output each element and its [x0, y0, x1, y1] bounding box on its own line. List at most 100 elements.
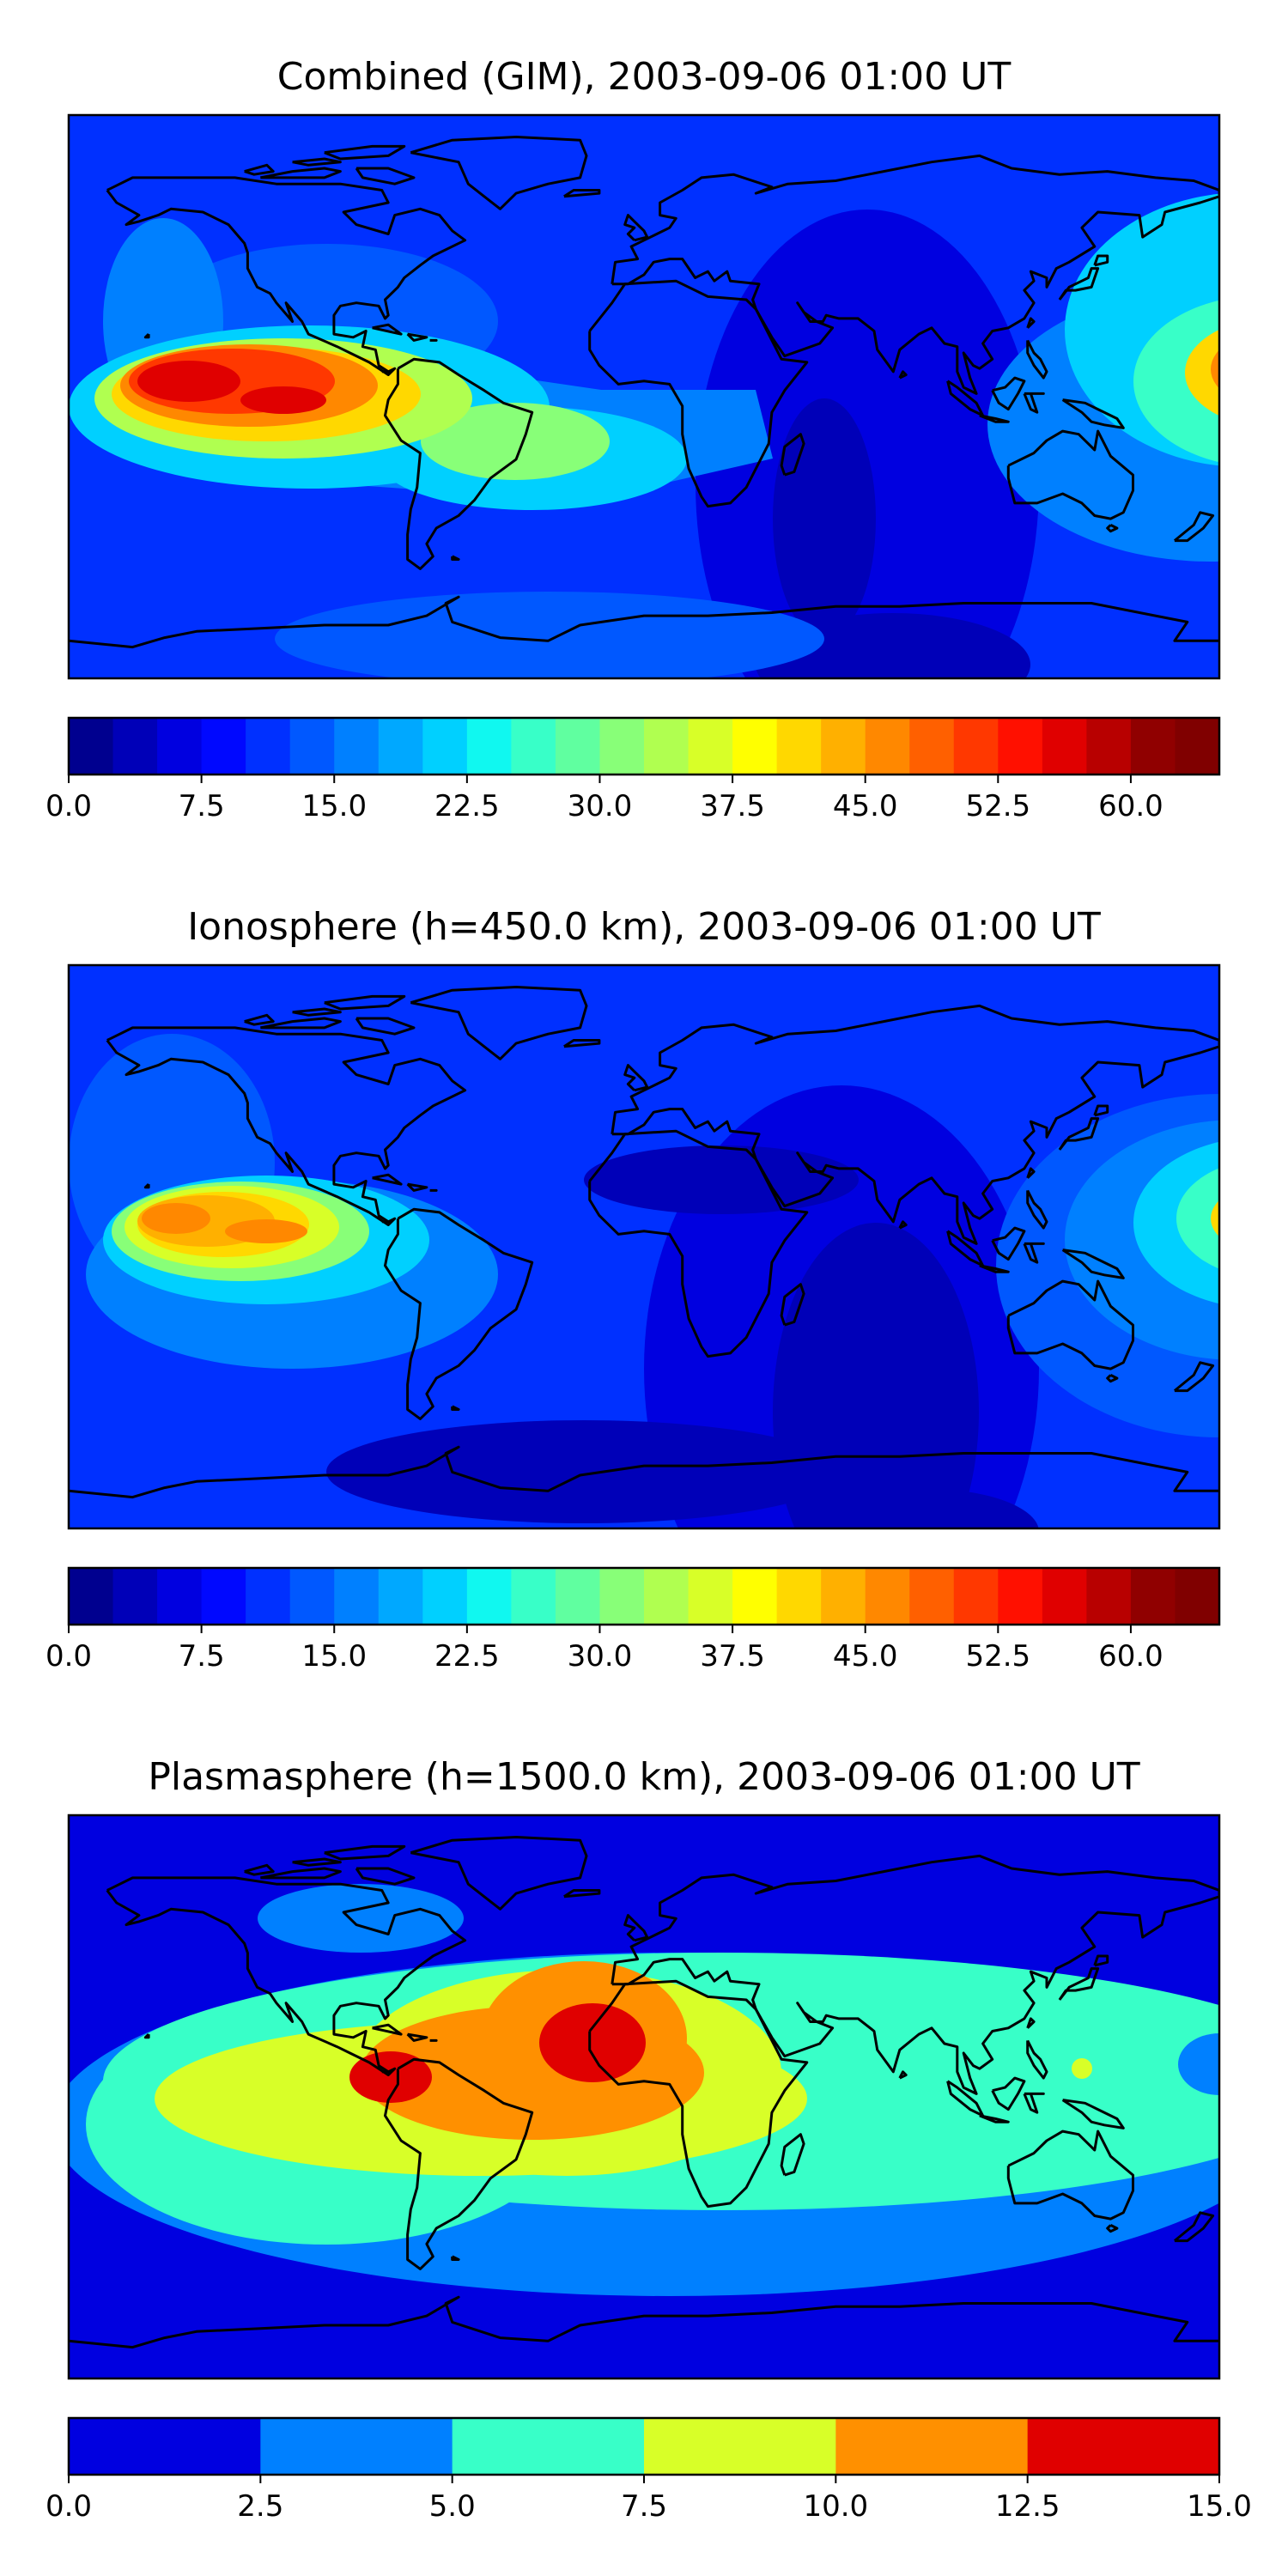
colorbar-segment [555, 1568, 601, 1625]
contour-region [539, 2003, 646, 2082]
coastline [1106, 2224, 1119, 2233]
colorbar-segment [865, 718, 910, 775]
coastline [563, 1039, 601, 1048]
colorbar-tick-label: 22.5 [434, 1639, 500, 1674]
contour-region [1185, 329, 1219, 416]
colorbar-segment [201, 1568, 246, 1625]
coastline [780, 433, 805, 477]
coastline [991, 2076, 1026, 2111]
panel-ionosphere: Ionosphere (h=450.0 km), 2003-09-06 01:0… [46, 905, 1221, 1674]
coastline [1006, 1279, 1134, 1370]
coastline [244, 1863, 275, 1876]
coastline [623, 214, 649, 242]
coastline [979, 2114, 1010, 2123]
colorbar-segment [1027, 2418, 1220, 2475]
coastline [410, 1836, 588, 1911]
contour-region [1176, 1168, 1219, 1269]
colorbar-tick-label: 45.0 [833, 789, 898, 823]
colorbar-segment [289, 1568, 335, 1625]
colorbar-segment [644, 2418, 836, 2475]
contour-region [1211, 349, 1219, 389]
colorbar-segment [466, 1568, 512, 1625]
contour-region [816, 1489, 1039, 1528]
coastline [1173, 1361, 1215, 1393]
map-frame [67, 113, 1221, 680]
colorbar-segment [69, 2418, 261, 2475]
map-field [69, 1815, 1219, 2379]
colorbar-segment [835, 2418, 1029, 2475]
colorbar-segment [732, 1568, 778, 1625]
coastline [1061, 398, 1125, 429]
coastline [69, 1445, 1219, 1499]
colorbar-segment [378, 1568, 423, 1625]
panel-title: Ionosphere (h=450.0 km), 2003-09-06 01:0… [187, 905, 1101, 949]
colorbar-segment [953, 718, 999, 775]
coastline [292, 1857, 342, 1867]
coastline [1058, 1117, 1100, 1151]
colorbar-segment [157, 1568, 203, 1625]
coastlines [69, 986, 1219, 1499]
coastline [260, 1017, 342, 1030]
coastline [260, 167, 342, 179]
coastline [143, 2033, 150, 2039]
colorbar-segment [246, 718, 291, 775]
contour-region [1178, 2033, 1219, 2095]
colorbar-tick-label: 0.0 [46, 1639, 92, 1674]
colorbar-segment [112, 1568, 158, 1625]
colorbar-tick-label: 60.0 [1098, 1639, 1163, 1674]
coastline [106, 176, 467, 376]
colorbar-tick-label: 15.0 [301, 789, 367, 823]
coastline [106, 1026, 467, 1226]
colorbar-segment [422, 1568, 468, 1625]
contour-region [773, 1223, 979, 1528]
contour-region [142, 1203, 210, 1234]
contour-region [1133, 300, 1219, 463]
colorbar-segment [1130, 1568, 1176, 1625]
colorbar-segment [688, 1568, 733, 1625]
coastline [406, 2032, 428, 2042]
colorbar-segment [466, 718, 512, 775]
coastline [355, 1017, 416, 1036]
coastline [979, 1264, 1010, 1273]
coastlines [69, 136, 1219, 649]
coastline [1026, 2017, 1036, 2029]
coastline [991, 1226, 1026, 1261]
coastline [1061, 1249, 1125, 1279]
colorbar-segment [1175, 1568, 1220, 1625]
colorbar-segment [821, 1568, 866, 1625]
contour-region [240, 386, 326, 414]
coastline [106, 1876, 467, 2076]
colorbar: 0.0 7.5 15.0 22.5 30.0 37.5 45.0 52.5 60.0 [46, 1566, 1221, 1674]
contour-region [1072, 2058, 1092, 2079]
coastline [1061, 2099, 1125, 2129]
colorbar-segment [1175, 718, 1220, 775]
coastline [1106, 524, 1119, 533]
coastline [372, 323, 403, 336]
map-frame [67, 1814, 1221, 2380]
coastline [611, 154, 1219, 395]
coastline [1026, 1189, 1048, 1230]
coastline [991, 376, 1026, 411]
colorbar-tick-label: 60.0 [1098, 789, 1163, 823]
colorbar-tick-label: 30.0 [568, 1639, 633, 1674]
colorbar-segment [112, 718, 158, 775]
coastline [372, 1173, 403, 1186]
panel-combined: Combined (GIM), 2003-09-06 01:00 UT 0.0 7… [46, 55, 1288, 823]
coastline [260, 1867, 342, 1880]
colorbar-segment [201, 718, 246, 775]
colorbar-segment [688, 718, 733, 775]
colorbar-segment [1086, 718, 1132, 775]
coastline [1023, 2092, 1045, 2114]
colorbar: 0.0 2.5 5.0 7.5 10.0 12.5 15.0 [46, 2416, 1252, 2524]
colorbar-frame [67, 1566, 1221, 1626]
colorbar-tick-label: 5.0 [429, 2489, 476, 2524]
colorbar-segment [69, 718, 114, 775]
coastline [1026, 317, 1036, 329]
contour-region [1211, 1200, 1219, 1237]
contour-region [421, 403, 610, 480]
coastline [1093, 254, 1109, 267]
colorbar-segment [865, 1568, 910, 1625]
coastline [1006, 2129, 1134, 2221]
coastline [406, 1182, 428, 1192]
contour-region [1245, 340, 1288, 392]
